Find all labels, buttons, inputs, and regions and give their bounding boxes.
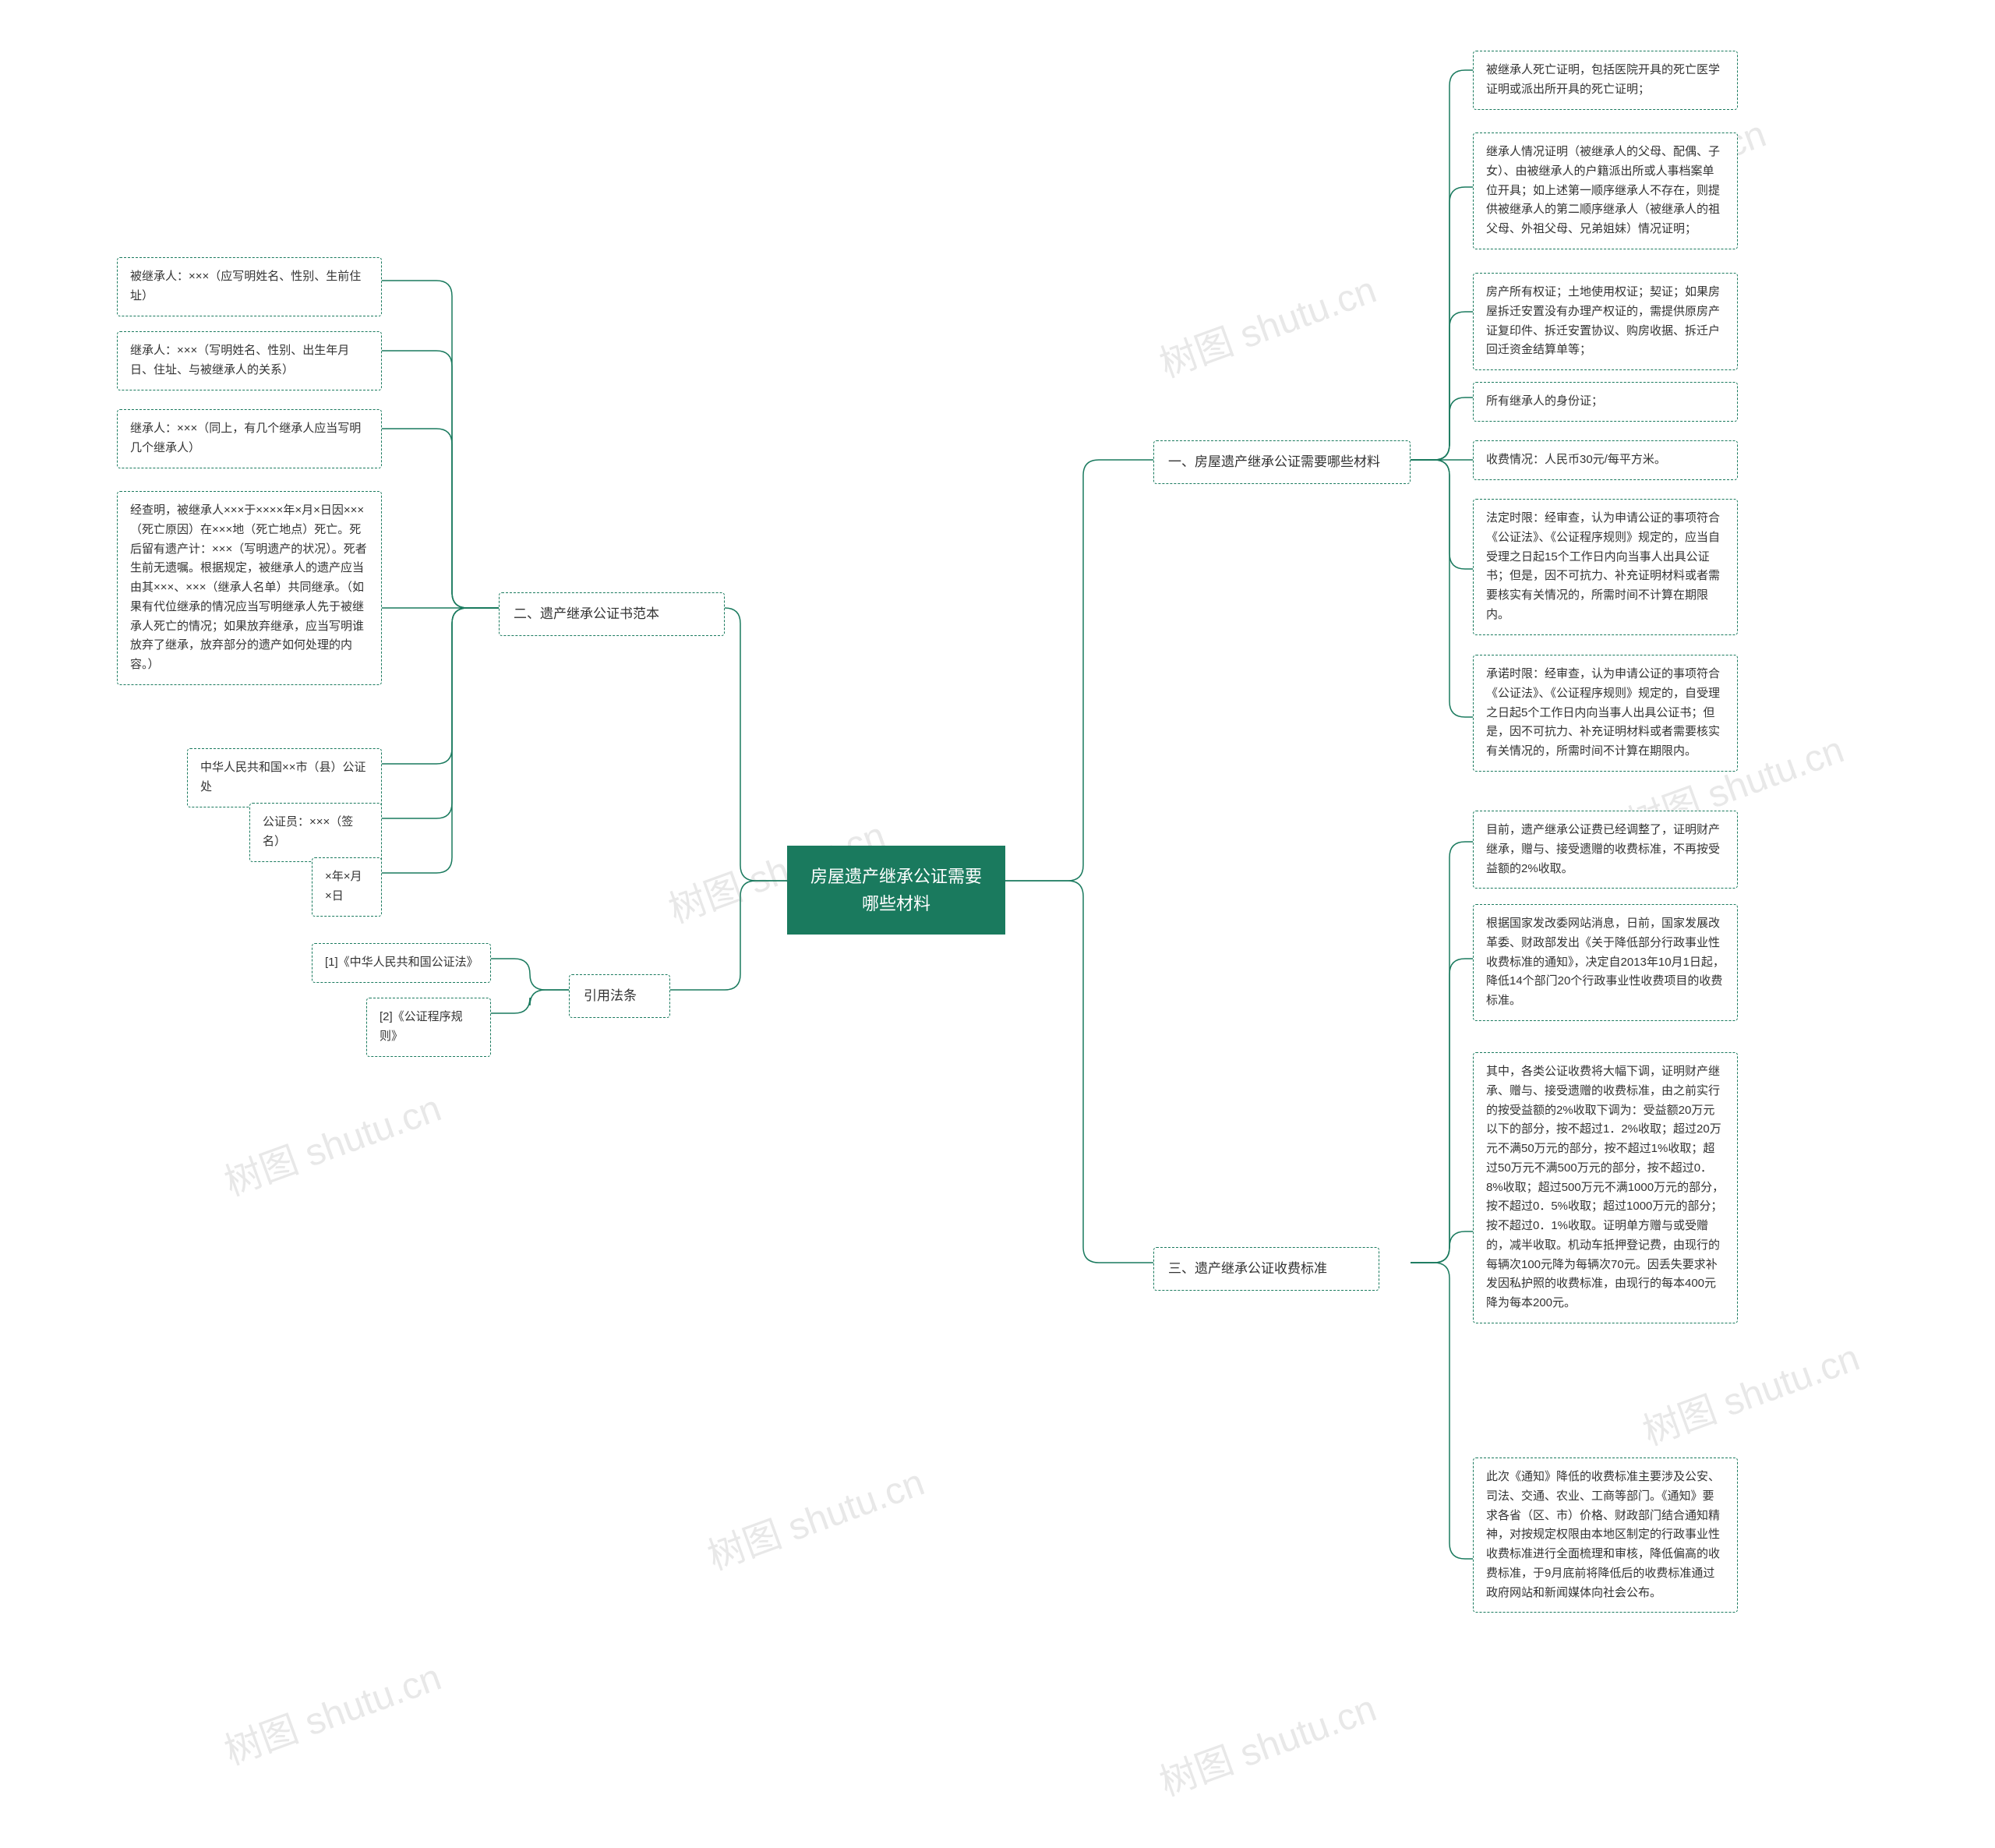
watermark: 树图 shutu.cn: [1151, 259, 1382, 387]
leaf-1-3[interactable]: 所有继承人的身份证；: [1473, 382, 1738, 422]
watermark: 树图 shutu.cn: [216, 1646, 447, 1775]
watermark: 树图 shutu.cn: [216, 1077, 447, 1206]
watermark: 树图 shutu.cn: [699, 1451, 930, 1580]
watermark: 树图 shutu.cn: [1151, 1677, 1382, 1806]
leaf-2-0[interactable]: 被继承人：×××（应写明姓名、性别、生前住址）: [117, 257, 382, 316]
leaf-2-4[interactable]: 中华人民共和国××市（县）公证处: [187, 748, 382, 807]
leaf-3-1[interactable]: 根据国家发改委网站消息，日前，国家发展改革委、财政部发出《关于降低部分行政事业性…: [1473, 904, 1738, 1021]
leaf-2-1[interactable]: 继承人：×××（写明姓名、性别、出生年月日、住址、与被继承人的关系）: [117, 331, 382, 390]
leaf-2-3[interactable]: 经查明，被继承人×××于××××年×月×日因×××（死亡原因）在×××地（死亡地…: [117, 491, 382, 685]
leaf-3-3[interactable]: 此次《通知》降低的收费标准主要涉及公安、司法、交通、农业、工商等部门。《通知》要…: [1473, 1458, 1738, 1613]
branch-4[interactable]: 引用法条: [569, 974, 670, 1018]
center-node[interactable]: 房屋遗产继承公证需要哪些材料: [787, 846, 1005, 935]
leaf-1-6[interactable]: 承诺时限：经审查，认为申请公证的事项符合《公证法》、《公证程序规则》规定的，自受…: [1473, 655, 1738, 772]
watermark: 树图 shutu.cn: [1634, 1327, 1866, 1455]
leaf-1-5[interactable]: 法定时限：经审查，认为申请公证的事项符合《公证法》、《公证程序规则》规定的，应当…: [1473, 499, 1738, 635]
leaf-1-4[interactable]: 收费情况：人民币30元/每平方米。: [1473, 440, 1738, 480]
leaf-2-5[interactable]: 公证员：×××（签名）: [249, 803, 382, 862]
leaf-3-2[interactable]: 其中，各类公证收费将大幅下调，证明财产继承、赠与、接受遗赠的收费标准，由之前实行…: [1473, 1052, 1738, 1323]
leaf-1-0[interactable]: 被继承人死亡证明，包括医院开具的死亡医学证明或派出所开具的死亡证明；: [1473, 51, 1738, 110]
branch-1[interactable]: 一、房屋遗产继承公证需要哪些材料: [1153, 440, 1411, 484]
leaf-1-1[interactable]: 继承人情况证明（被继承人的父母、配偶、子女）、由被继承人的户籍派出所或人事档案单…: [1473, 133, 1738, 249]
leaf-4-1[interactable]: [2]《公证程序规则》: [366, 998, 491, 1057]
leaf-2-6[interactable]: ×年×月×日: [312, 857, 382, 917]
branch-3[interactable]: 三、遗产继承公证收费标准: [1153, 1247, 1379, 1291]
leaf-1-2[interactable]: 房产所有权证；土地使用权证；契证；如果房屋拆迁安置没有办理产权证的，需提供原房产…: [1473, 273, 1738, 370]
leaf-4-0[interactable]: [1]《中华人民共和国公证法》: [312, 943, 491, 983]
branch-2[interactable]: 二、遗产继承公证书范本: [499, 592, 725, 636]
leaf-3-0[interactable]: 目前，遗产继承公证费已经调整了，证明财产继承，赠与、接受遗赠的收费标准，不再按受…: [1473, 811, 1738, 889]
leaf-2-2[interactable]: 继承人：×××（同上，有几个继承人应当写明几个继承人）: [117, 409, 382, 468]
